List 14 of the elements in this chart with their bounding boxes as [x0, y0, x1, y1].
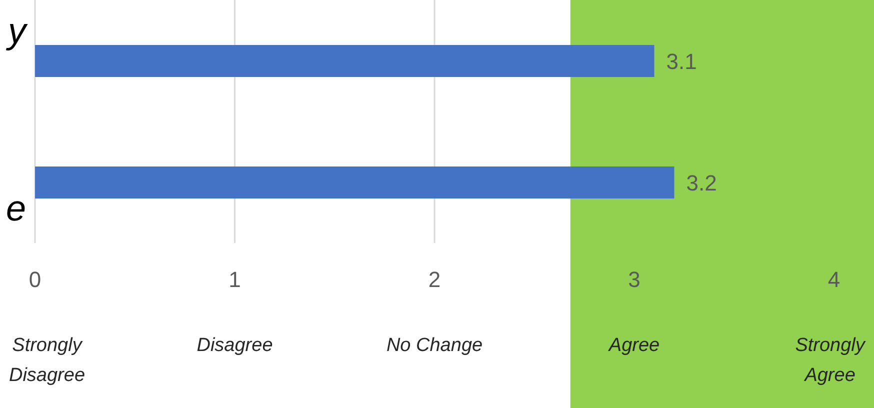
text: Strongly Disagree [8, 335, 86, 386]
text: No Change [386, 335, 483, 356]
text: Disagree [196, 335, 273, 356]
data-label: 3.2 [686, 170, 717, 196]
x-tick-label: 3 [628, 267, 640, 292]
x-tick-label: 2 [428, 267, 441, 292]
x-tick-label: 0 [28, 267, 42, 292]
text: Strongly Agree [795, 335, 866, 386]
y-tick-label: e [6, 187, 26, 228]
x-tick-label: 1 [228, 267, 241, 292]
text: Agree [608, 335, 660, 356]
y-tick-label: y [5, 10, 28, 51]
data-label: 3.1 [666, 48, 697, 74]
x-tick-label: 4 [828, 267, 840, 292]
